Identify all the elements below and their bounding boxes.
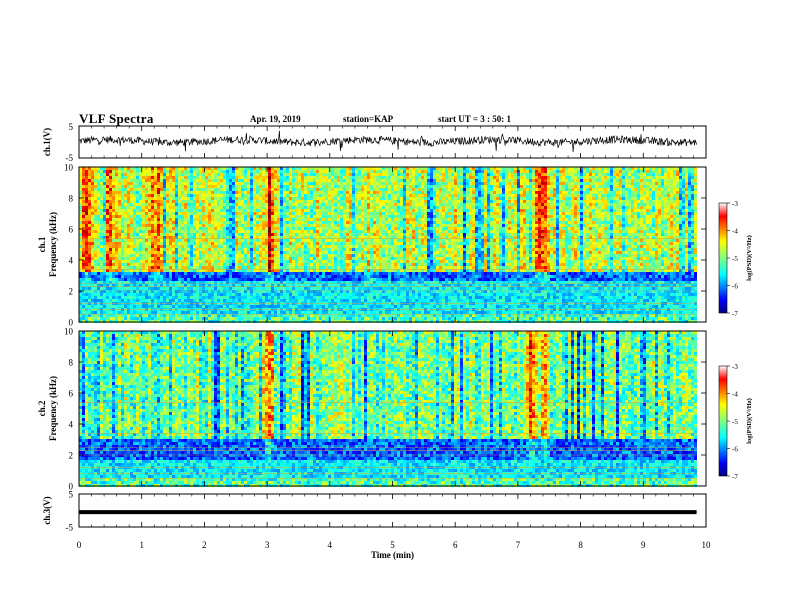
- start-ut-label: start UT = 3 : 50: 1: [438, 114, 511, 124]
- ch1-spectrogram-ylabel-line: ch.1: [37, 236, 47, 252]
- x-tick-label: 1: [139, 540, 144, 550]
- ch2-spectrogram-ylabel-line: ch.2: [37, 400, 47, 416]
- ch1-colorbar: [718, 202, 728, 314]
- x-tick-label: 9: [641, 540, 646, 550]
- ch2-colorbar: [718, 365, 728, 477]
- ch1-spectrogram-ylabel-line: Frequency (kHz): [48, 212, 58, 277]
- ch2-colorbar-tick-label: -4: [732, 391, 738, 399]
- ch2-colorbar-tick-label: -7: [732, 473, 738, 481]
- ch1-colorbar-tick-label: -7: [732, 310, 738, 318]
- ch1-ytick-label: 6: [69, 225, 74, 235]
- ch2-colorbar-tick-label: -5: [732, 418, 738, 426]
- ch2-colorbar-tick-label: -6: [732, 446, 738, 454]
- chart-title: VLF Spectra: [79, 111, 154, 127]
- ch1-waveform-ylabel-line: ch.1(V): [42, 128, 52, 156]
- ch1-colorbar-label: log(PSD)(V²/Hz): [746, 235, 753, 281]
- x-tick-label: 10: [702, 540, 712, 550]
- ch1-colorbar-tick-label: -4: [732, 228, 738, 236]
- ch3-waveform-ylabel: ch.3(V): [42, 496, 52, 524]
- ch2-ytick-label: 4: [69, 420, 74, 430]
- x-tick-label: 8: [578, 540, 583, 550]
- ch3-ytick-label: -5: [66, 523, 74, 533]
- ch2-colorbar-tick-label: -3: [732, 363, 738, 371]
- ch2-ytick-label: 8: [69, 358, 74, 368]
- ch1-ytick-label: 8: [69, 194, 74, 204]
- ch1-waveform-ylabel: ch.1(V): [42, 128, 52, 156]
- station-label: station=KAP: [343, 114, 393, 124]
- ch1-spectrogram-ylabel: ch.1 Frequency (kHz): [37, 212, 58, 277]
- x-tick-label: 5: [390, 540, 395, 550]
- ch2-ytick-label: 0: [69, 482, 74, 492]
- ch3-ytick-label: 5: [69, 490, 74, 500]
- ch1-colorbar-tick-label: -6: [732, 283, 738, 291]
- colorbar-label-text: log(PSD)(V²/Hz): [746, 398, 753, 444]
- x-tick-label: 6: [453, 540, 458, 550]
- ch1-waveform-trace: [78, 130, 697, 153]
- ch1-spectrogram-cells: [79, 167, 697, 323]
- ch1-ytick-label: 5: [69, 122, 74, 132]
- x-tick-label: 4: [328, 540, 333, 550]
- colorbar-label-text: log(PSD)(V²/Hz): [746, 235, 753, 281]
- ch2-ytick-label: 6: [69, 389, 74, 399]
- ch1-ytick-label: 4: [69, 256, 74, 266]
- ch1-ytick-label: 0: [69, 318, 74, 328]
- ch2-spectrogram-cells: [79, 331, 697, 487]
- x-tick-label: 7: [516, 540, 521, 550]
- ch1-ytick-label: 10: [64, 163, 74, 173]
- ch2-spectrogram-ylabel-line: Frequency (kHz): [48, 376, 58, 441]
- ch3-waveform-ylabel-line: ch.3(V): [42, 496, 52, 524]
- ch1-colorbar-tick-label: -5: [732, 255, 738, 263]
- ch2-ytick-label: 10: [64, 327, 74, 337]
- x-axis-label: Time (min): [371, 550, 414, 560]
- ch2-spectrogram-ylabel: ch.2 Frequency (kHz): [37, 376, 58, 441]
- x-tick-label: 0: [77, 540, 82, 550]
- x-tick-label: 2: [202, 540, 207, 550]
- ch1-colorbar-tick-label: -3: [732, 200, 738, 208]
- x-tick-label: 3: [265, 540, 270, 550]
- date-label: Apr. 19, 2019: [250, 114, 301, 124]
- ch2-colorbar-label: log(PSD)(V²/Hz): [746, 398, 753, 444]
- ch1-ytick-label: 2: [69, 287, 74, 297]
- ch2-ytick-label: 2: [69, 451, 74, 461]
- ch1-ytick-label: -5: [66, 153, 74, 163]
